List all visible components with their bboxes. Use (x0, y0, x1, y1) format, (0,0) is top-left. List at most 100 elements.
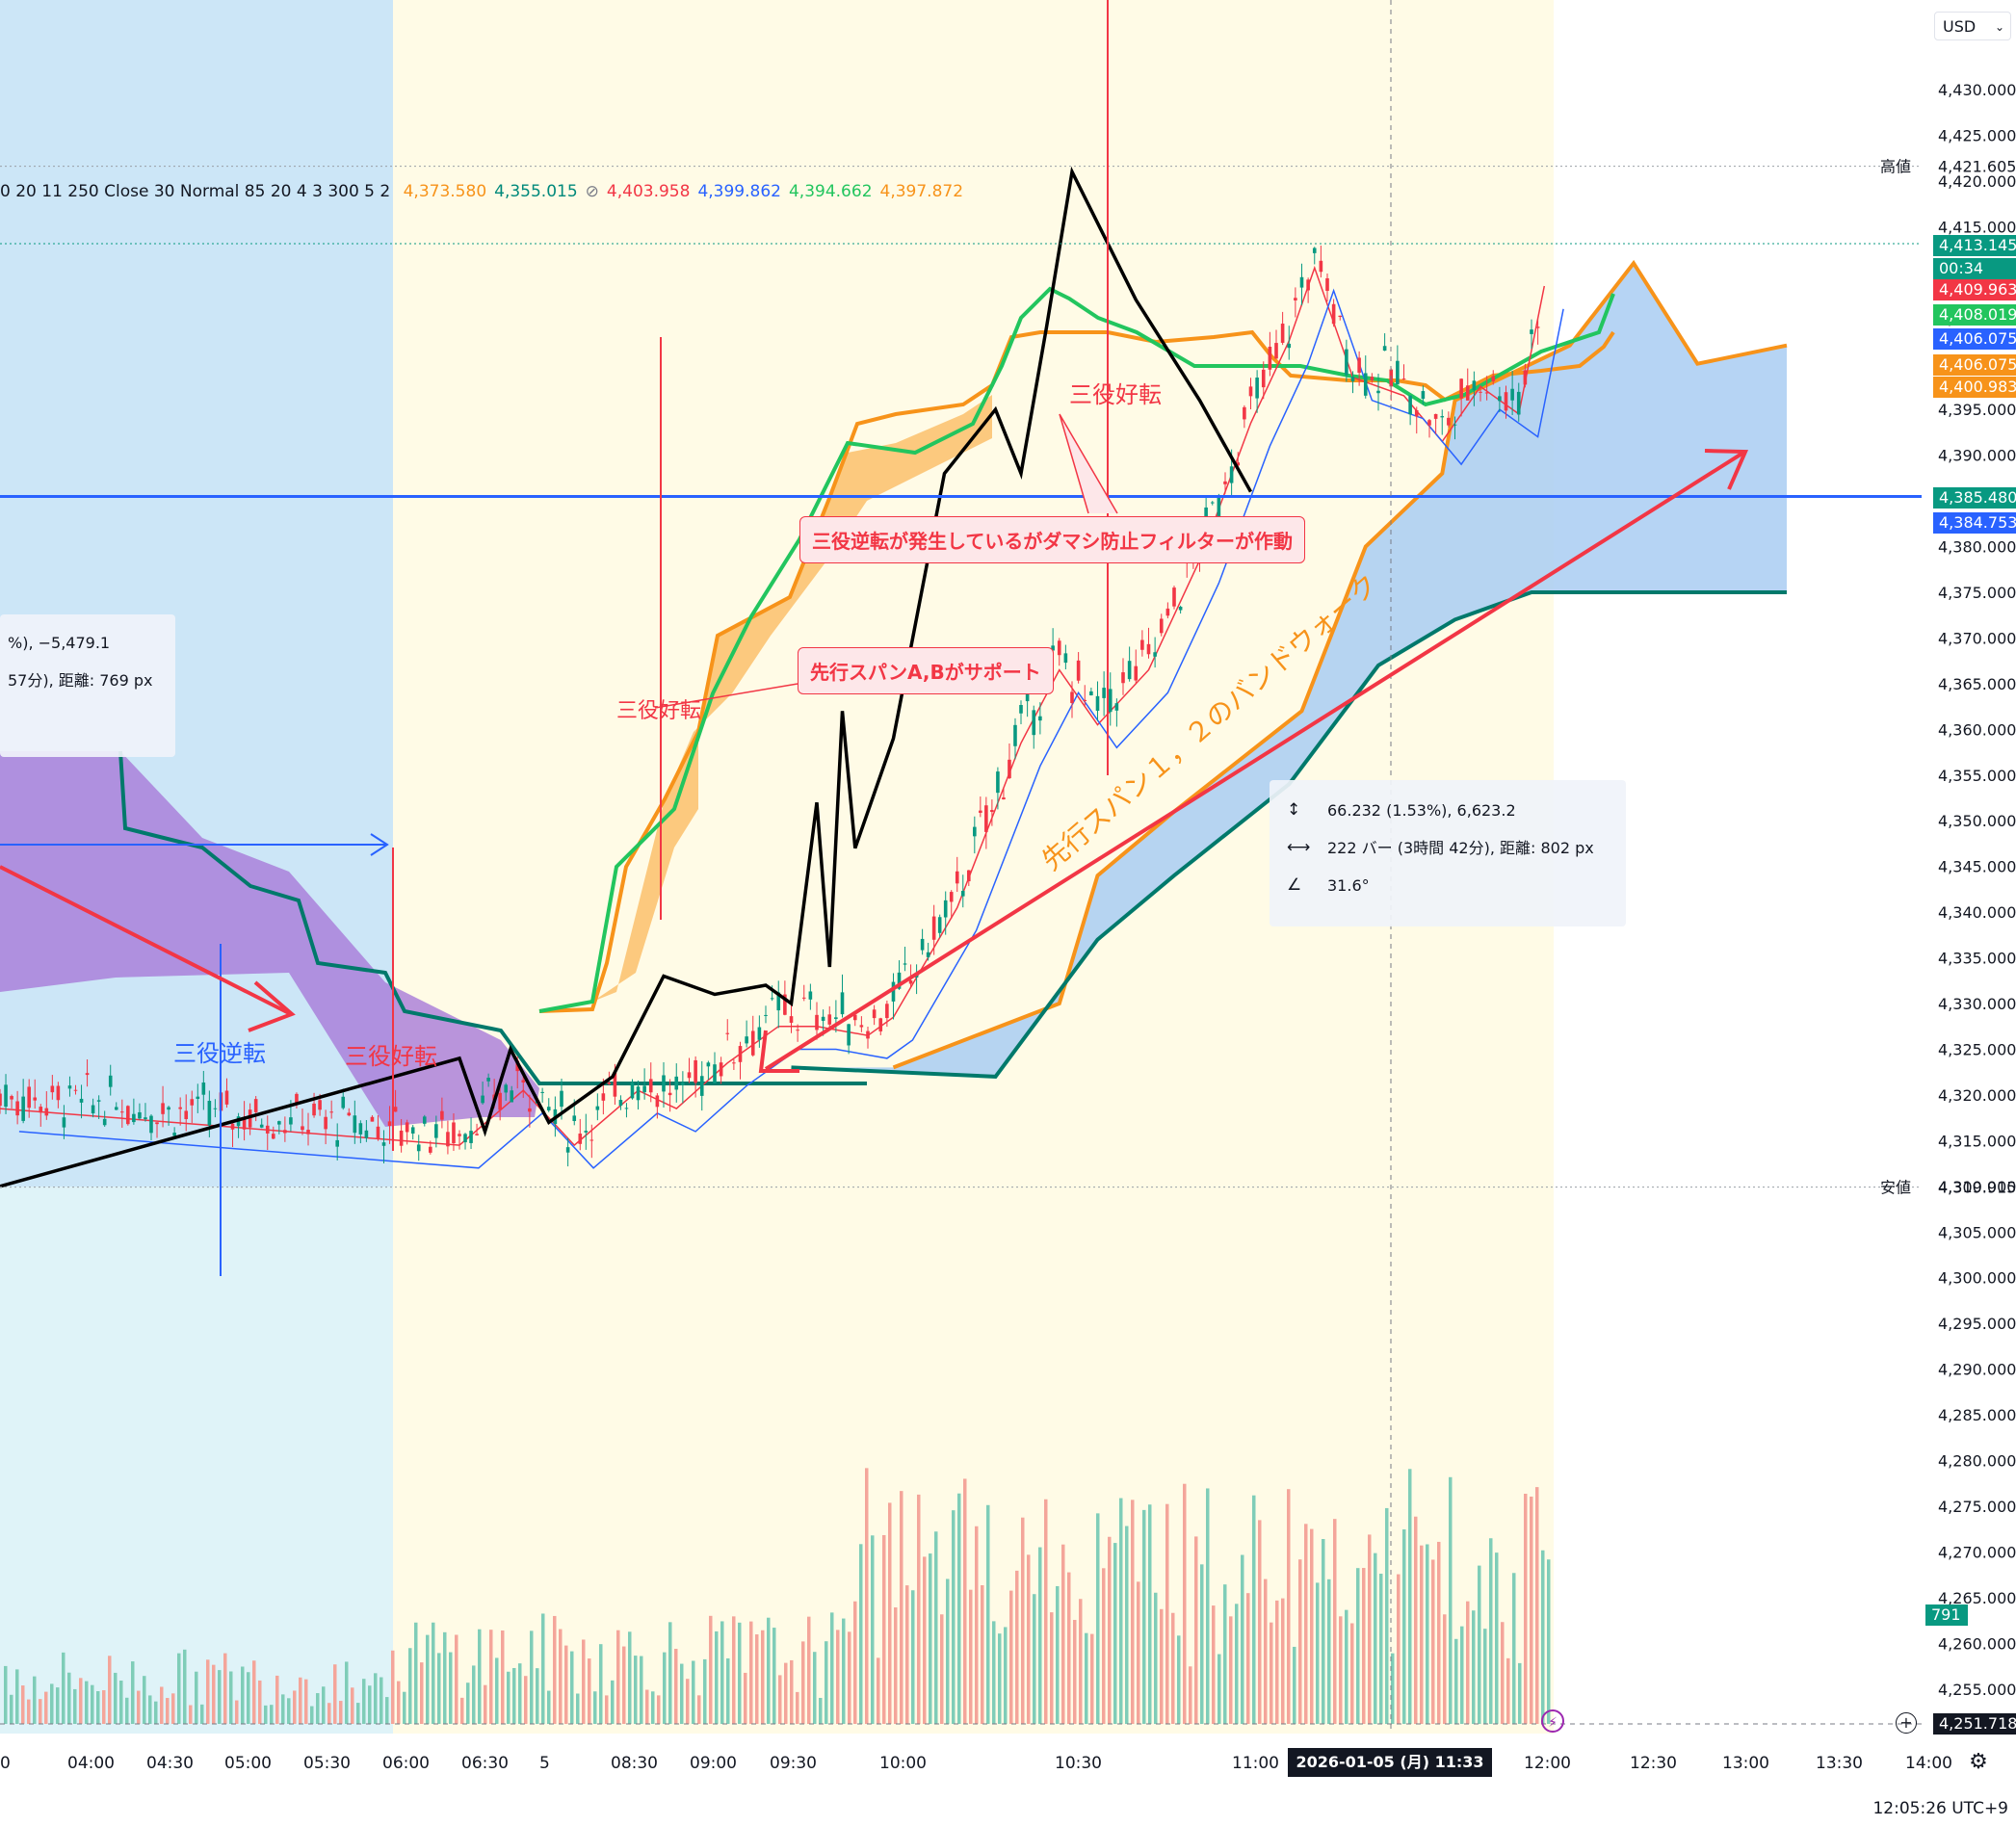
candle (618, 1095, 623, 1110)
indicator-legend: 0 20 11 250 Close 30 Normal 85 20 4 3 30… (0, 179, 963, 204)
volume-bar (998, 1633, 1002, 1724)
add-alert-icon[interactable]: + (1896, 1712, 1917, 1734)
arrow-band-walk[interactable] (764, 451, 1745, 1071)
volume-bar (1350, 1623, 1354, 1724)
volume-bar (374, 1673, 378, 1724)
price-tick-label: 4,350.000 (1938, 812, 2016, 830)
price-tick-label: 4,365.000 (1938, 675, 2016, 693)
bullish-cloud-fill (592, 395, 992, 1002)
candle (155, 1122, 159, 1138)
volume-bar (489, 1630, 493, 1724)
volume-bar (131, 1661, 135, 1724)
volume-bar (778, 1675, 782, 1724)
volume-bar (339, 1701, 343, 1724)
candle (1350, 371, 1355, 394)
volume-bar (645, 1689, 649, 1724)
candle (358, 1120, 363, 1144)
volume-bar (345, 1661, 349, 1724)
volume-bar (1397, 1574, 1401, 1724)
candle (1127, 646, 1132, 682)
volume-bar (582, 1639, 586, 1724)
volume-bar (264, 1705, 268, 1724)
chart-settings-icon[interactable]: ⚙ (1969, 1750, 1988, 1774)
flash-icon[interactable]: ⚡ (1541, 1709, 1564, 1733)
candle (347, 1108, 352, 1117)
clock: 12:05:26 UTC+9 (1872, 1799, 2008, 1818)
candle (1504, 385, 1508, 419)
indicator-values: 4,373.580 4,355.015 ⊘ 4,403.958 4,399.862 4,3… (396, 182, 963, 201)
volume-bar (1443, 1614, 1447, 1724)
volume-bar (1212, 1605, 1216, 1724)
volume-bar (957, 1493, 961, 1724)
volume-bar (1229, 1616, 1233, 1724)
label-sanyaku-kouten[interactable]: 三役好転 (1069, 381, 1162, 408)
volume-bar (1033, 1594, 1036, 1724)
candle (21, 1079, 25, 1124)
volume-bar (247, 1672, 250, 1724)
candle (589, 1124, 594, 1159)
indicator-value: 4,394.662 (788, 182, 873, 201)
volume-bar (853, 1601, 857, 1724)
label-sanyaku-gyakuten[interactable]: 三役逆転 (173, 1040, 266, 1067)
time-axis[interactable]: 0 04:00 04:30 05:00 05:30 06:00 06:30 5 08:30 09:… (0, 1734, 2016, 1782)
volume-bar (674, 1649, 678, 1724)
candle (149, 1113, 153, 1140)
candle (1363, 355, 1368, 399)
volume-bar (183, 1649, 187, 1724)
candle (56, 1082, 61, 1109)
volume-bar (929, 1553, 932, 1724)
price-tick-label: 4,265.000 (1938, 1589, 2016, 1607)
volume-bar (391, 1650, 395, 1724)
volume-bar (963, 1478, 967, 1724)
candle (725, 1019, 730, 1041)
volume-bar (1085, 1632, 1088, 1724)
volume-bar (287, 1698, 291, 1724)
note-span-support[interactable]: 先行スパンA,Bがサポート (798, 647, 1054, 694)
volume-bar (715, 1630, 719, 1724)
price-tick-label: 4,345.000 (1938, 858, 2016, 876)
candle (960, 874, 965, 908)
candle (167, 1106, 170, 1126)
label-sanyaku-kouten[interactable]: 三役好転 (616, 699, 701, 723)
volume-bar (934, 1531, 938, 1724)
time-tick-label: 09:00 (690, 1754, 737, 1773)
candle (1345, 339, 1348, 382)
volume-bar (1015, 1570, 1019, 1724)
indicator-value: 4,397.872 (879, 182, 964, 201)
candle (1535, 319, 1540, 345)
candle (329, 1100, 333, 1119)
label-sanyaku-kouten[interactable]: 三役好転 (345, 1043, 437, 1070)
candle (852, 1012, 857, 1027)
volume-bar (605, 1695, 609, 1724)
candle (1243, 404, 1246, 429)
volume-bar (553, 1615, 557, 1724)
candle (776, 980, 781, 1029)
volume-bar (1495, 1552, 1499, 1724)
volume-bar (628, 1631, 632, 1724)
candle (1414, 406, 1419, 434)
arrow-down-trend[interactable] (0, 865, 290, 1015)
volume-bar (200, 1704, 204, 1724)
volume-bar (21, 1685, 25, 1724)
zigzag-line[interactable] (0, 166, 1253, 1188)
currency-selector[interactable]: USD ⌄ (1934, 12, 2011, 40)
candle (687, 1057, 692, 1083)
candle (891, 973, 896, 1020)
volume-bar (143, 1676, 146, 1724)
candle (259, 1118, 264, 1129)
note-fake-signal-filter[interactable]: 三役逆転が発生しているがダマシ防止フィルターが作動 (799, 516, 1305, 563)
candle (1019, 700, 1023, 725)
arrowhead-right (370, 833, 389, 856)
volume-bar (310, 1706, 314, 1724)
candle (1172, 586, 1176, 610)
volume-bar (380, 1677, 383, 1724)
candle (1498, 386, 1502, 413)
volume-bar (680, 1663, 684, 1724)
volume-bar (1194, 1536, 1198, 1724)
volume-bar (524, 1676, 528, 1724)
candle (1210, 501, 1215, 506)
candle (840, 974, 845, 1018)
candle (335, 1123, 340, 1161)
